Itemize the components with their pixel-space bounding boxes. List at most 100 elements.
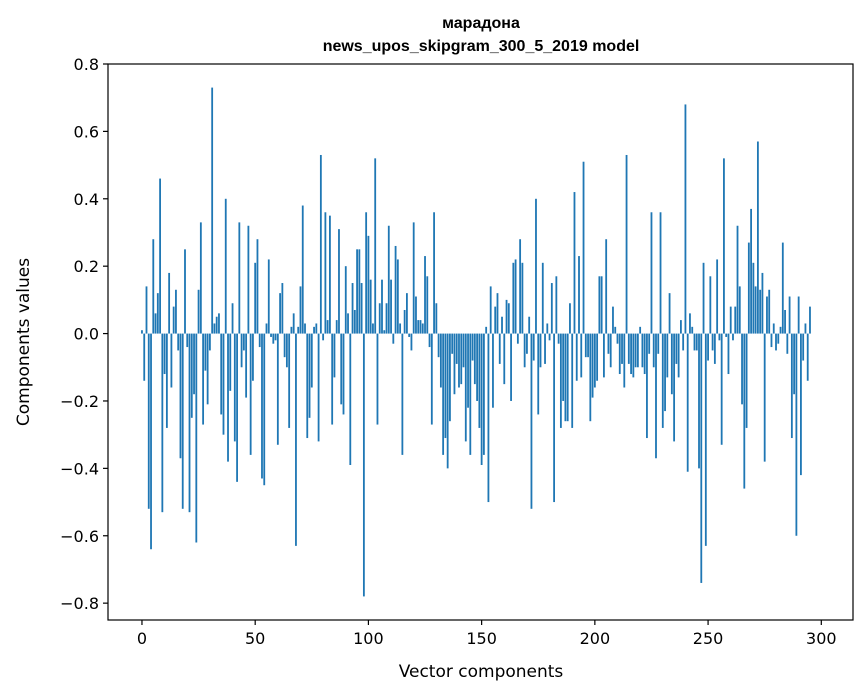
bar-206 (607, 333, 610, 354)
bar-262 (734, 306, 737, 334)
bar-108 (385, 303, 388, 334)
bar-28 (204, 333, 207, 371)
y-tick-label: 0.0 (74, 325, 99, 344)
bar-93 (351, 283, 354, 334)
bar-286 (788, 296, 791, 334)
bar-162 (507, 303, 510, 334)
bar-269 (750, 208, 752, 334)
bar-254 (716, 259, 719, 334)
bar-16 (177, 333, 180, 351)
bar-208 (612, 306, 614, 334)
bar-270 (752, 262, 755, 334)
bar-277 (768, 289, 771, 334)
bar-112 (394, 245, 397, 334)
bar-188 (566, 333, 569, 422)
bar-195 (582, 161, 585, 334)
bar-159 (501, 316, 503, 334)
bar-113 (396, 259, 399, 334)
bar-231 (664, 333, 666, 412)
bar-266 (743, 333, 746, 489)
bar-46 (245, 333, 248, 398)
bar-10 (163, 333, 166, 375)
bar-53 (261, 333, 263, 479)
bar-172 (530, 333, 533, 509)
bar-169 (523, 333, 526, 368)
bar-233 (668, 293, 671, 334)
bar-123 (419, 320, 422, 334)
bar-74 (308, 333, 311, 418)
bar-273 (759, 289, 762, 334)
bar-86 (335, 320, 338, 334)
bar-75 (310, 333, 313, 388)
bar-22 (190, 333, 193, 418)
bar-5 (152, 239, 155, 334)
bar-294 (806, 333, 809, 381)
bar-58 (272, 333, 275, 344)
bar-127 (428, 333, 431, 348)
bar-17 (179, 333, 182, 459)
bar-138 (453, 333, 456, 395)
bar-292 (802, 333, 805, 361)
bar-168 (521, 262, 524, 334)
bar-23 (193, 333, 195, 395)
bar-41 (233, 333, 236, 442)
bar-211 (618, 333, 621, 375)
bar-223 (646, 333, 648, 439)
bar-187 (564, 333, 567, 422)
bar-184 (557, 333, 560, 344)
bar-246 (698, 333, 700, 469)
bar-109 (387, 225, 390, 334)
bar-194 (580, 333, 583, 378)
y-tick-label: 0.8 (74, 55, 99, 74)
bar-201 (596, 333, 599, 381)
bar-94 (353, 309, 356, 334)
bar-283 (781, 242, 784, 334)
bar-182 (553, 333, 555, 503)
bar-56 (267, 259, 270, 334)
bar-25 (197, 289, 200, 334)
bar-126 (426, 276, 429, 334)
bar-96 (358, 249, 361, 334)
bar-2 (145, 286, 148, 334)
bar-255 (718, 333, 721, 341)
bar-12 (168, 272, 171, 334)
bar-180 (548, 333, 551, 341)
bar-275 (763, 333, 766, 462)
bar-90 (344, 266, 347, 334)
x-tick-label: 0 (137, 629, 147, 648)
bar-83 (329, 215, 331, 334)
bar-31 (211, 87, 214, 334)
bar-78 (317, 333, 320, 442)
bar-98 (362, 333, 365, 597)
bar-140 (458, 333, 460, 388)
bar-272 (756, 141, 759, 334)
bar-280 (775, 333, 777, 351)
bar-7 (156, 293, 159, 334)
bar-133 (442, 333, 445, 455)
bar-193 (578, 256, 580, 334)
bar-60 (276, 333, 279, 445)
bar-122 (417, 320, 420, 334)
bar-267 (745, 333, 748, 428)
bar-247 (700, 333, 703, 583)
bar-251 (709, 276, 712, 334)
bar-81 (324, 212, 327, 334)
bar-101 (369, 279, 372, 334)
bar-89 (342, 333, 345, 415)
bar-44 (240, 333, 243, 368)
bar-49 (252, 333, 254, 381)
bar-134 (444, 333, 447, 439)
bar-104 (376, 333, 379, 425)
bar-13 (170, 333, 173, 388)
bar-213 (623, 333, 626, 388)
bar-197 (587, 333, 589, 358)
bar-176 (539, 333, 542, 368)
bar-39 (229, 333, 232, 391)
bar-106 (381, 279, 383, 334)
bar-164 (512, 262, 515, 334)
bar-218 (634, 333, 637, 368)
bar-179 (546, 323, 549, 334)
bar-225 (650, 212, 653, 334)
bar-295 (809, 306, 811, 334)
bar-117 (406, 293, 408, 334)
